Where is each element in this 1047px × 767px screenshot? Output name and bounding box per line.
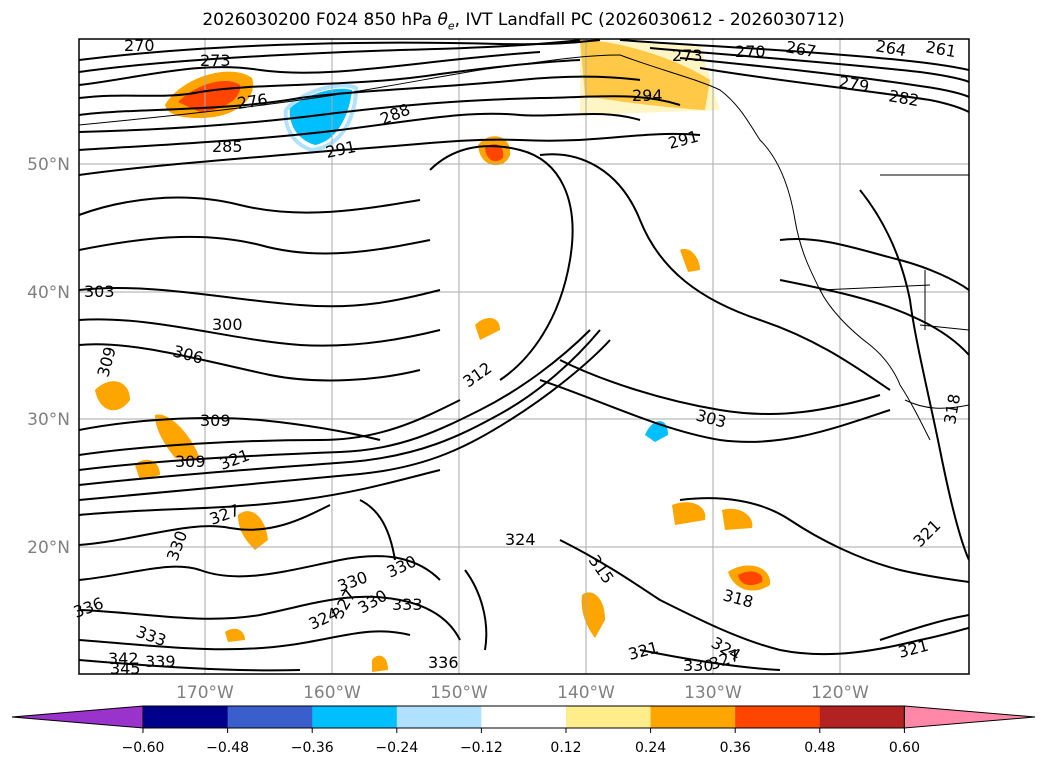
contour-label: 270 xyxy=(735,42,766,61)
patch-orange xyxy=(581,592,605,638)
colorbar: −0.60 −0.48 −0.36 −0.24 −0.12 0.12 0.24 0.36 0.4… xyxy=(11,705,1036,756)
colorbar-tick-label: −0.60 xyxy=(122,740,165,756)
colorbar-tick-label: −0.24 xyxy=(375,740,418,756)
lat-label: 20°N xyxy=(27,538,70,558)
lon-label: 160°W xyxy=(303,683,361,703)
colorbar-tick-label: −0.36 xyxy=(291,740,334,756)
colorbar-outline xyxy=(142,705,905,729)
patch-orange xyxy=(225,628,245,642)
colorbar-segment xyxy=(650,706,736,728)
map-title: 2026030200 F024 850 hPa θe, IVT Landfall… xyxy=(0,10,1047,32)
colorbar-tick-label: 0.24 xyxy=(635,740,666,756)
lon-label: 170°W xyxy=(176,683,234,703)
colorbar-tick-label: 0.60 xyxy=(889,740,920,756)
colorbar-segment xyxy=(819,706,905,728)
contour-label: 339 xyxy=(145,652,176,671)
contour-label: 342 xyxy=(108,649,139,668)
colorbar-segment xyxy=(566,706,652,728)
colorbar-segment xyxy=(312,706,398,728)
patch-blue xyxy=(645,421,668,442)
colorbar-tick-label: 0.36 xyxy=(720,740,751,756)
colorbar-tick-label: 0.12 xyxy=(550,740,581,756)
contour-label: 324 xyxy=(505,530,536,549)
contour-label: 333 xyxy=(392,595,423,614)
latitude-labels: 50°N 40°N 30°N 20°N xyxy=(27,155,70,558)
patch-red xyxy=(485,144,504,162)
patch-orange xyxy=(722,508,753,530)
lon-label: 120°W xyxy=(811,683,869,703)
title-theta: θ xyxy=(437,10,448,30)
contour-label: 336 xyxy=(428,653,459,672)
lon-label: 150°W xyxy=(430,683,488,703)
map-frame xyxy=(78,38,970,675)
contour-label: 273 xyxy=(672,46,703,65)
patch-red xyxy=(738,571,763,586)
lon-label: 130°W xyxy=(684,683,742,703)
colorbar-tick-label: −0.48 xyxy=(206,740,249,756)
patch-orange xyxy=(372,655,388,672)
patch-orange xyxy=(135,459,160,480)
map-background xyxy=(79,39,969,674)
colorbar-segment xyxy=(396,706,482,728)
coastlines xyxy=(79,54,969,441)
contour-label: 300 xyxy=(212,315,243,334)
colorbar-segment xyxy=(481,706,567,728)
colorbar-segment xyxy=(143,706,229,728)
contour-label: 285 xyxy=(212,137,243,156)
title-main: 2026030200 F024 850 hPa xyxy=(202,10,438,30)
contour-label: 273 xyxy=(200,51,231,70)
colorbar-segment xyxy=(227,706,313,728)
title-rest: , IVT Landfall PC (2026030612 - 20260307… xyxy=(454,10,845,30)
colorbar-extend-right xyxy=(903,705,1036,729)
contour-label: 309 xyxy=(200,411,231,430)
map-area xyxy=(79,39,969,674)
lat-label: 50°N xyxy=(27,155,70,175)
longitude-labels: 170°W 160°W 150°W 140°W 130°W 120°W xyxy=(176,683,869,703)
contour-label: 309 xyxy=(175,452,206,471)
colorbar-segment xyxy=(735,706,821,728)
lat-label: 40°N xyxy=(27,283,70,303)
colorbar-tick-label: 0.48 xyxy=(804,740,835,756)
contour-label: 276 xyxy=(236,90,269,113)
title-subscript: e xyxy=(447,19,455,33)
lat-label: 30°N xyxy=(27,410,70,430)
contour-label: 330 xyxy=(683,656,714,675)
patch-orange xyxy=(155,414,200,460)
patch-orange xyxy=(95,381,130,411)
contour-label: 303 xyxy=(84,282,115,301)
lon-label: 140°W xyxy=(557,683,615,703)
patch-lightblue xyxy=(283,83,359,153)
patch-orange xyxy=(475,318,500,340)
colorbar-extend-left xyxy=(11,705,144,729)
contour-label: 270 xyxy=(124,36,155,55)
patch-orange xyxy=(672,502,706,525)
contour-label: 294 xyxy=(632,86,663,105)
colorbar-tick-label: −0.12 xyxy=(460,740,503,756)
patch-orange xyxy=(680,248,700,272)
contour-label: 345 xyxy=(110,659,141,678)
